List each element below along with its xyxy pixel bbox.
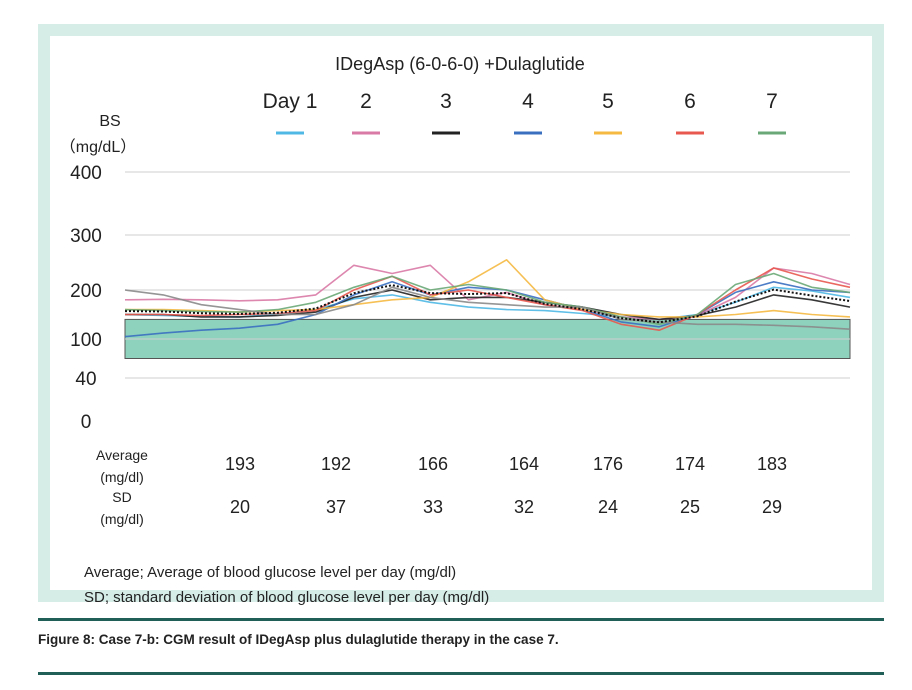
cgm-chart: IDegAsp (6-0-6-0) +Dulaglutide BS （mg/dL） 4… — [60, 54, 851, 527]
legend-label: 5 — [602, 90, 614, 113]
footnote-average: Average; Average of blood glucose level … — [84, 564, 457, 581]
average-label: Average — [96, 447, 148, 463]
mean-dotted-line — [124, 284, 851, 324]
chart-title: IDegAsp (6-0-6-0) +Dulaglutide — [335, 54, 585, 74]
average-value: 164 — [509, 454, 539, 474]
sd-value: 24 — [598, 497, 618, 517]
legend-label: 2 — [360, 90, 372, 113]
legend-label: 6 — [684, 90, 696, 113]
sd-value: 20 — [230, 497, 250, 517]
legend-label: 3 — [440, 90, 452, 113]
series-line — [124, 286, 851, 330]
figure-frame: IDegAsp (6-0-6-0) +Dulaglutide BS （mg/dL） 4… — [38, 24, 884, 606]
average-value: 166 — [418, 454, 448, 474]
sd-value: 37 — [326, 497, 346, 517]
sd-value: 25 — [680, 497, 700, 517]
y-tick-label: 40 — [75, 369, 96, 390]
legend-label: 4 — [522, 90, 534, 113]
figure-panel: IDegAsp (6-0-6-0) +Dulaglutide BS （mg/dL） 4… — [50, 36, 872, 606]
sd-value: 29 — [762, 497, 782, 517]
figure-caption: Figure 8: Case 7-b: CGM result of IDegAs… — [38, 632, 559, 647]
average-value: 192 — [321, 454, 351, 474]
y-tick-label: 100 — [70, 330, 102, 351]
sd-value: 32 — [514, 497, 534, 517]
top-rule — [38, 618, 884, 621]
y-tick-label: 200 — [70, 281, 102, 302]
series-line — [124, 281, 851, 338]
y-tick-label: 0 — [81, 412, 92, 433]
y-tick-label: 400 — [70, 163, 102, 184]
series-line — [124, 272, 851, 326]
average-value: 193 — [225, 454, 255, 474]
average-value: 183 — [757, 454, 787, 474]
y-axis-unit: （mg/dL） — [60, 138, 136, 156]
average-unit: (mg/dl) — [100, 469, 144, 485]
footnote-sd: SD; standard deviation of blood glucose … — [84, 589, 490, 606]
legend-label: 7 — [766, 90, 778, 113]
series-line — [124, 264, 851, 321]
y-tick-label: 300 — [70, 226, 102, 247]
sd-label: SD — [112, 489, 131, 505]
average-value: 176 — [593, 454, 623, 474]
average-value: 174 — [675, 454, 705, 474]
legend-label: Day 1 — [263, 90, 318, 113]
y-axis-label: BS — [99, 113, 120, 130]
sd-unit: (mg/dl) — [100, 511, 144, 527]
bottom-rule — [38, 672, 884, 675]
series-line — [125, 289, 851, 321]
sd-value: 33 — [423, 497, 443, 517]
